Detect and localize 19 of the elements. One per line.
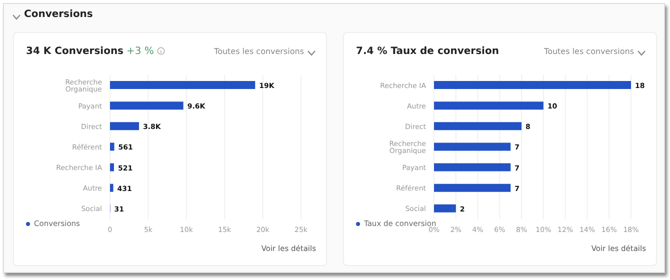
bar [434, 163, 511, 172]
bar [434, 122, 522, 130]
bar [434, 184, 511, 192]
chart-subtitle: +3 % [126, 46, 154, 57]
bar [434, 102, 544, 110]
bar [110, 184, 114, 192]
bar [434, 204, 456, 212]
chart-title: 34 K Conversions [26, 46, 124, 57]
bar [434, 81, 631, 89]
text: Conversions [24, 9, 93, 20]
bar [434, 142, 511, 151]
bar [110, 163, 114, 172]
bar [110, 142, 114, 151]
chart-title: 7.4 % Taux de conversion [356, 46, 499, 57]
bar [110, 81, 256, 89]
bar [110, 102, 184, 110]
text: Toutes les conversions [214, 47, 304, 56]
bar [110, 122, 140, 130]
text: Toutes les conversions [544, 47, 634, 56]
